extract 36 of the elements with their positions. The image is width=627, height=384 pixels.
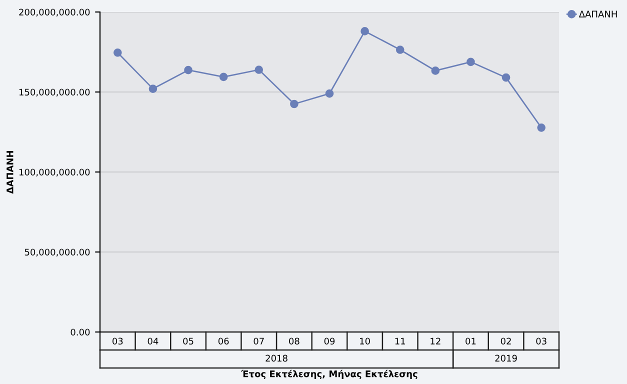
text: 2019 — [495, 354, 517, 362]
x-tick-label: 06 — [218, 338, 229, 345]
x-tick-label: 07 — [254, 338, 264, 345]
y-tick-label: 50,000,000.00 — [24, 248, 90, 256]
y-tick-label: 200,000,000.00 — [19, 8, 90, 16]
point — [113, 48, 122, 57]
point — [325, 89, 334, 98]
text: 2018 — [266, 354, 288, 362]
x-tick-label: 09 — [324, 338, 335, 345]
y-tick-label: 150,000,000.00 — [19, 88, 90, 96]
point — [360, 27, 369, 36]
point — [466, 58, 475, 66]
point — [396, 46, 404, 54]
point — [254, 66, 264, 74]
x-tick-label: 03 — [536, 338, 546, 345]
x-axis-title: Έτος Εκτέλεσης, Μήνας Εκτέλεσης — [240, 370, 418, 380]
x-tick-label: 11 — [395, 338, 406, 344]
y-axis-title: ΔΑΠΑΝΗ — [6, 151, 14, 194]
point — [537, 124, 546, 132]
point — [219, 72, 228, 82]
x-tick-label: 05 — [183, 338, 194, 345]
point — [502, 73, 510, 82]
x-tick-label: 02 — [500, 338, 511, 345]
legend-label: ΔΑΠΑΝΗ — [578, 10, 617, 18]
x-tick-label: 01 — [466, 338, 476, 345]
x-tick-label: 08 — [289, 338, 300, 345]
y-tick-label: 100,000,000.00 — [19, 168, 90, 176]
y-tick-label: 0.00 — [70, 328, 90, 336]
x-tick-label: 10 — [360, 338, 370, 345]
point — [290, 100, 298, 108]
point — [431, 66, 440, 75]
x-tick-label: 12 — [430, 338, 440, 344]
x-tick-label: 03 — [112, 338, 123, 345]
point — [184, 66, 192, 74]
x-tick-label: 04 — [148, 338, 158, 345]
point — [148, 84, 158, 93]
